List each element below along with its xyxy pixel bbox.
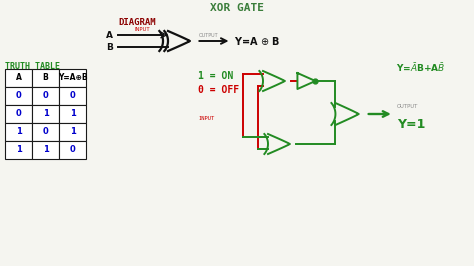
Text: 0: 0 [16,92,21,101]
Text: 0: 0 [70,92,75,101]
Text: B: B [106,43,113,52]
Bar [5,87,32,105]
Text: 0 = OFF: 0 = OFF [198,85,239,95]
Text: 1: 1 [70,127,75,136]
Text: 0: 0 [43,92,48,101]
Bar [59,123,86,141]
Text: TRUTH TABLE: TRUTH TABLE [5,62,60,71]
Text: OUTPUT: OUTPUT [199,33,218,38]
Text: DIAGRAM: DIAGRAM [118,18,155,27]
Bar [5,105,32,123]
Text: XOR GATE: XOR GATE [210,3,264,13]
Text: 0: 0 [16,110,21,118]
Text: INPUT: INPUT [135,27,151,32]
Bar [59,141,86,159]
Bar [59,105,86,123]
Text: Y=A $\oplus$ B: Y=A $\oplus$ B [235,35,281,47]
Text: 1: 1 [43,146,48,155]
Text: 0: 0 [70,146,75,155]
Bar [5,69,32,87]
Bar [32,105,59,123]
Bar [32,141,59,159]
Text: 1: 1 [16,127,21,136]
Text: INPUT: INPUT [198,115,214,120]
Text: Y=A⊕B: Y=A⊕B [58,73,87,82]
Text: B: B [43,73,48,82]
Text: OUTPUT: OUTPUT [397,103,418,109]
Bar [5,141,32,159]
Text: 1: 1 [16,146,21,155]
Bar [32,87,59,105]
Text: 1: 1 [70,110,75,118]
Text: A: A [106,31,113,39]
Bar [32,123,59,141]
Text: Y=$\bar{A}$B+A$\bar{B}$: Y=$\bar{A}$B+A$\bar{B}$ [396,61,446,74]
Bar [59,87,86,105]
Text: 0: 0 [43,127,48,136]
Bar [32,69,59,87]
Text: A: A [16,73,21,82]
Text: Y=1: Y=1 [397,118,425,131]
Text: 1 = ON: 1 = ON [198,71,233,81]
Bar [59,69,86,87]
Bar [5,123,32,141]
Text: 1: 1 [43,110,48,118]
